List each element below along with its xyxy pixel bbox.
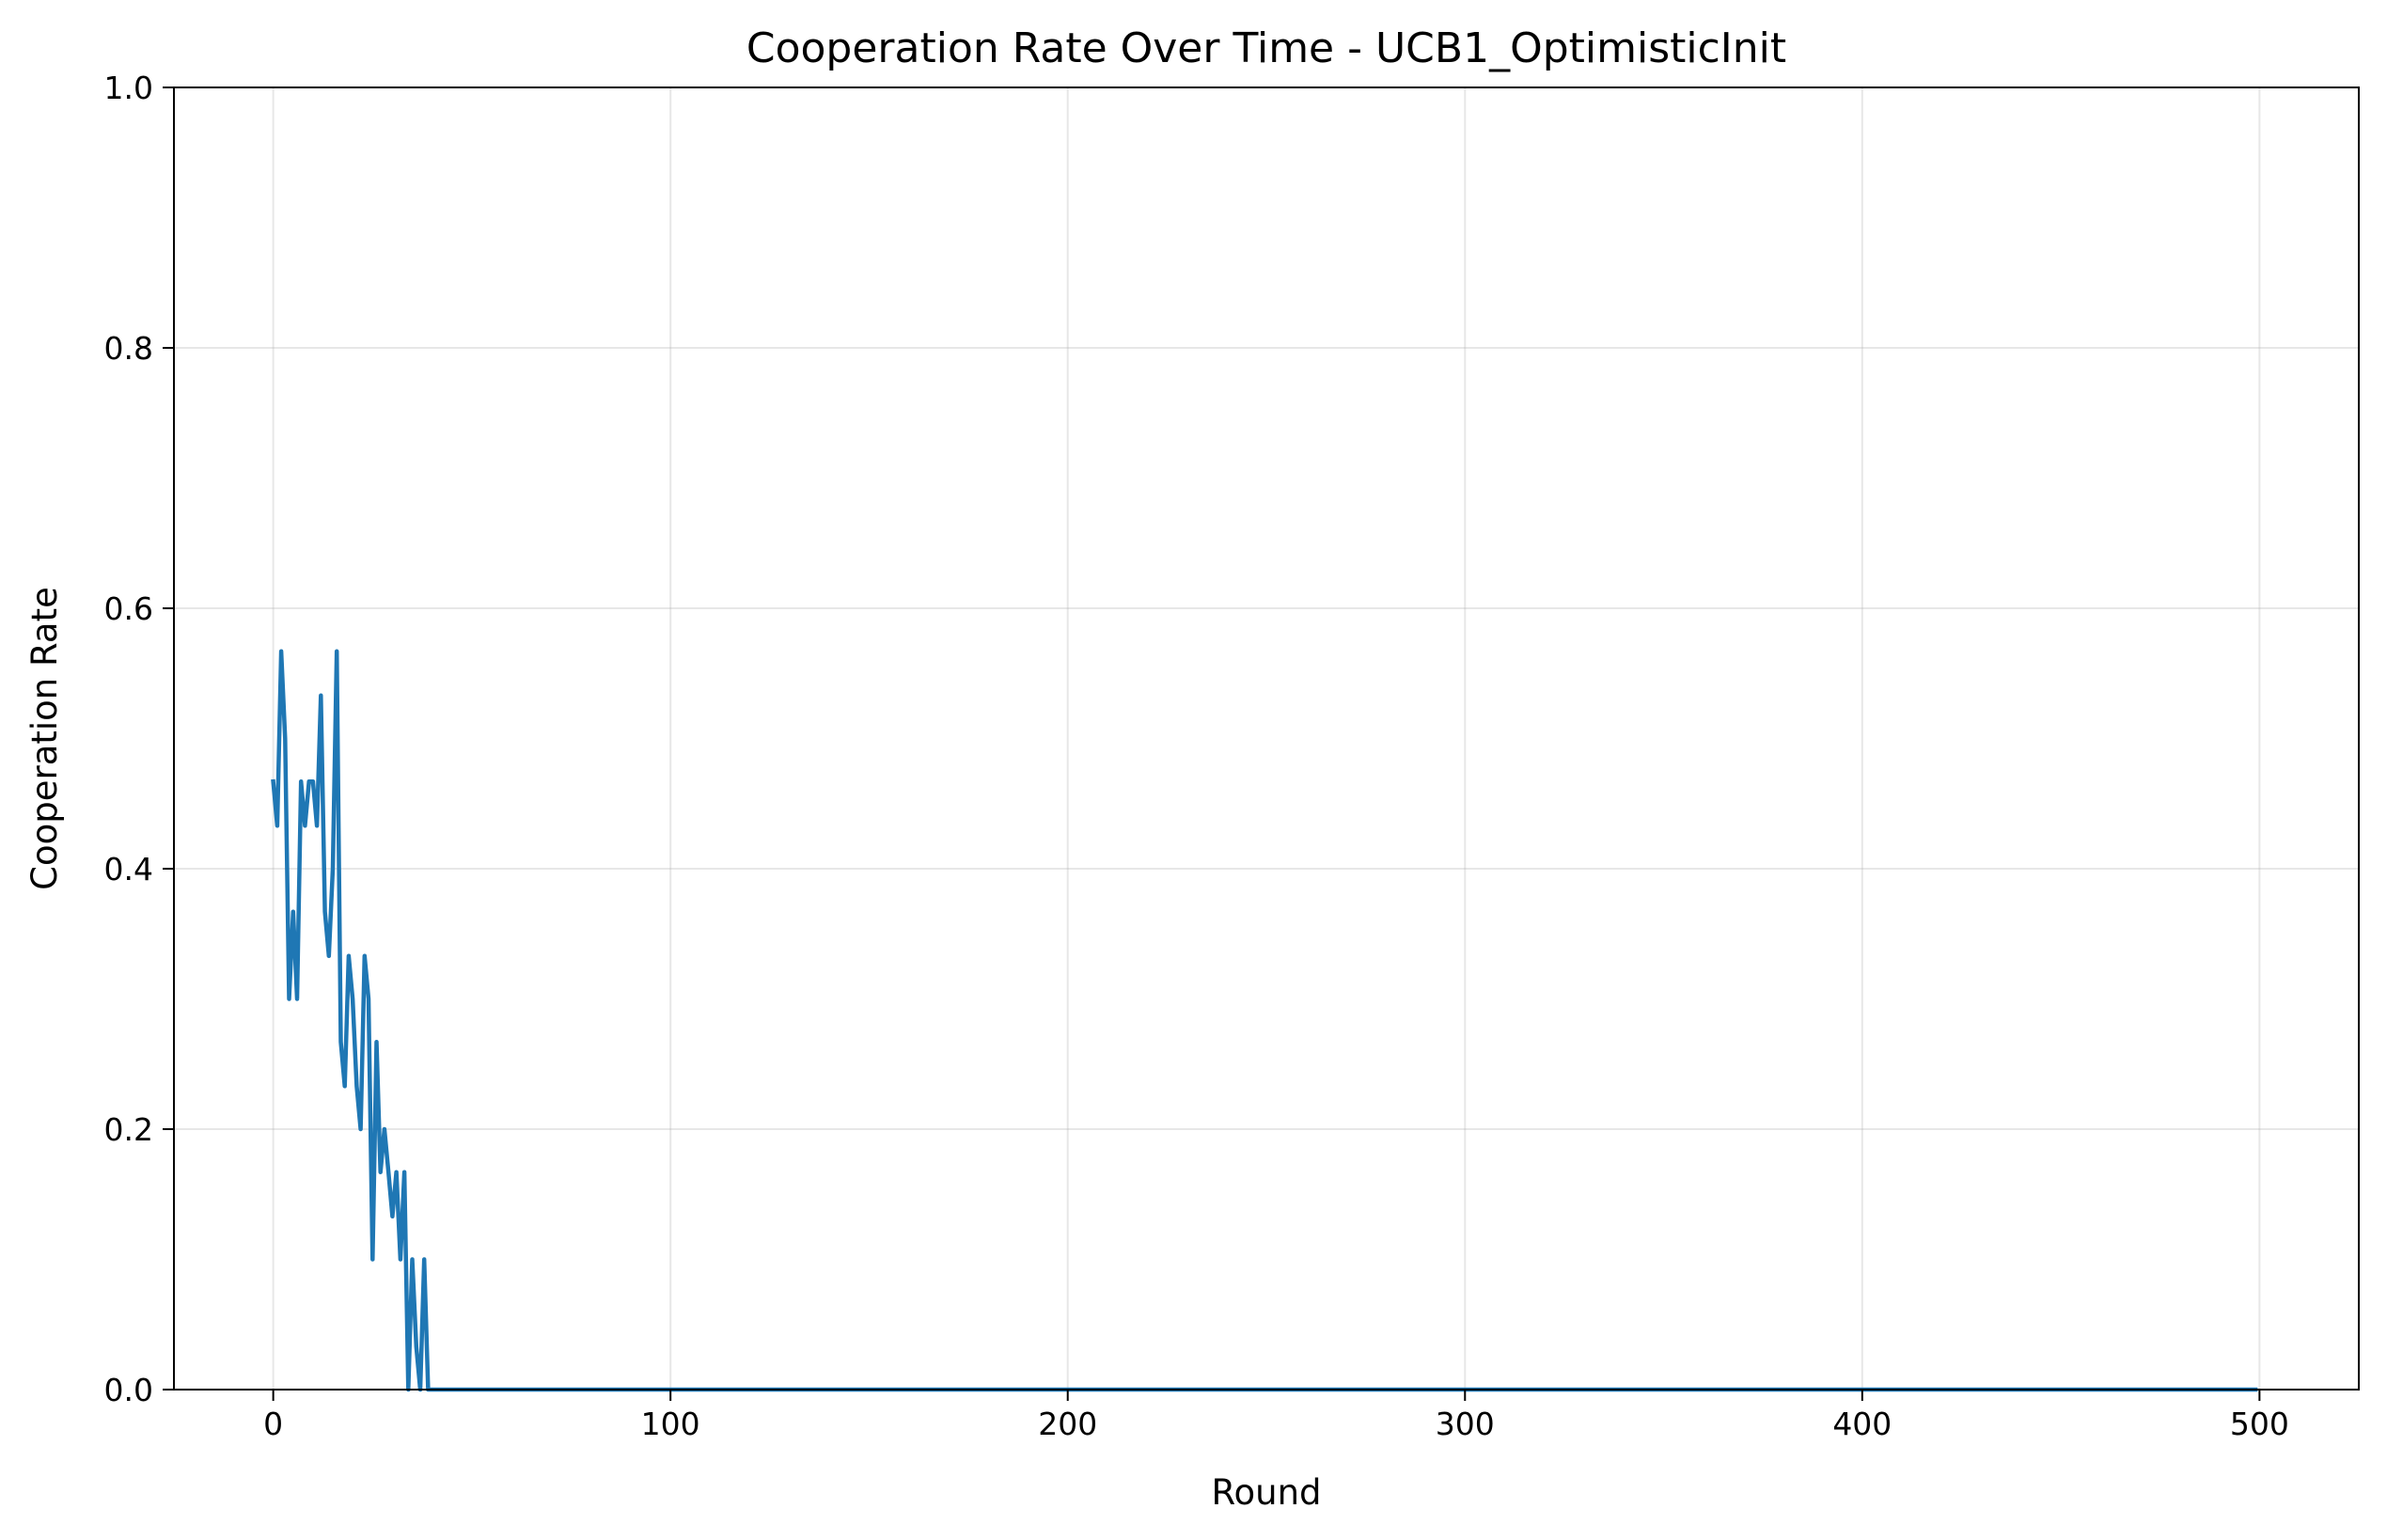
x-tick-label: 400 — [1832, 1406, 1892, 1442]
y-tick-label: 0.2 — [104, 1111, 153, 1148]
y-axis-label: Cooperation Rate — [24, 587, 65, 890]
x-tick-label: 0 — [263, 1406, 283, 1442]
y-tick-label: 1.0 — [104, 70, 153, 106]
x-tick-label: 200 — [1038, 1406, 1097, 1442]
y-tick-label: 0.0 — [104, 1372, 153, 1408]
y-axis: 0.0 0.2 0.4 0.6 0.8 1.0 — [104, 70, 174, 1408]
x-axis-label: Round — [1211, 1472, 1321, 1513]
x-tick-label: 500 — [2230, 1406, 2289, 1442]
y-tick-label: 0.4 — [104, 851, 153, 888]
chart-title: Cooperation Rate Over Time - UCB1_Optimi… — [746, 24, 1786, 72]
series-layer — [271, 649, 2258, 1392]
x-tick-label: 100 — [641, 1406, 700, 1442]
y-tick-label: 0.6 — [104, 590, 153, 627]
series-line — [271, 649, 2258, 1392]
y-tick-label: 0.8 — [104, 330, 153, 367]
x-axis: 0 100 200 300 400 500 — [263, 1390, 2289, 1442]
plot-frame — [173, 86, 2360, 1391]
x-tick-label: 300 — [1436, 1406, 1495, 1442]
